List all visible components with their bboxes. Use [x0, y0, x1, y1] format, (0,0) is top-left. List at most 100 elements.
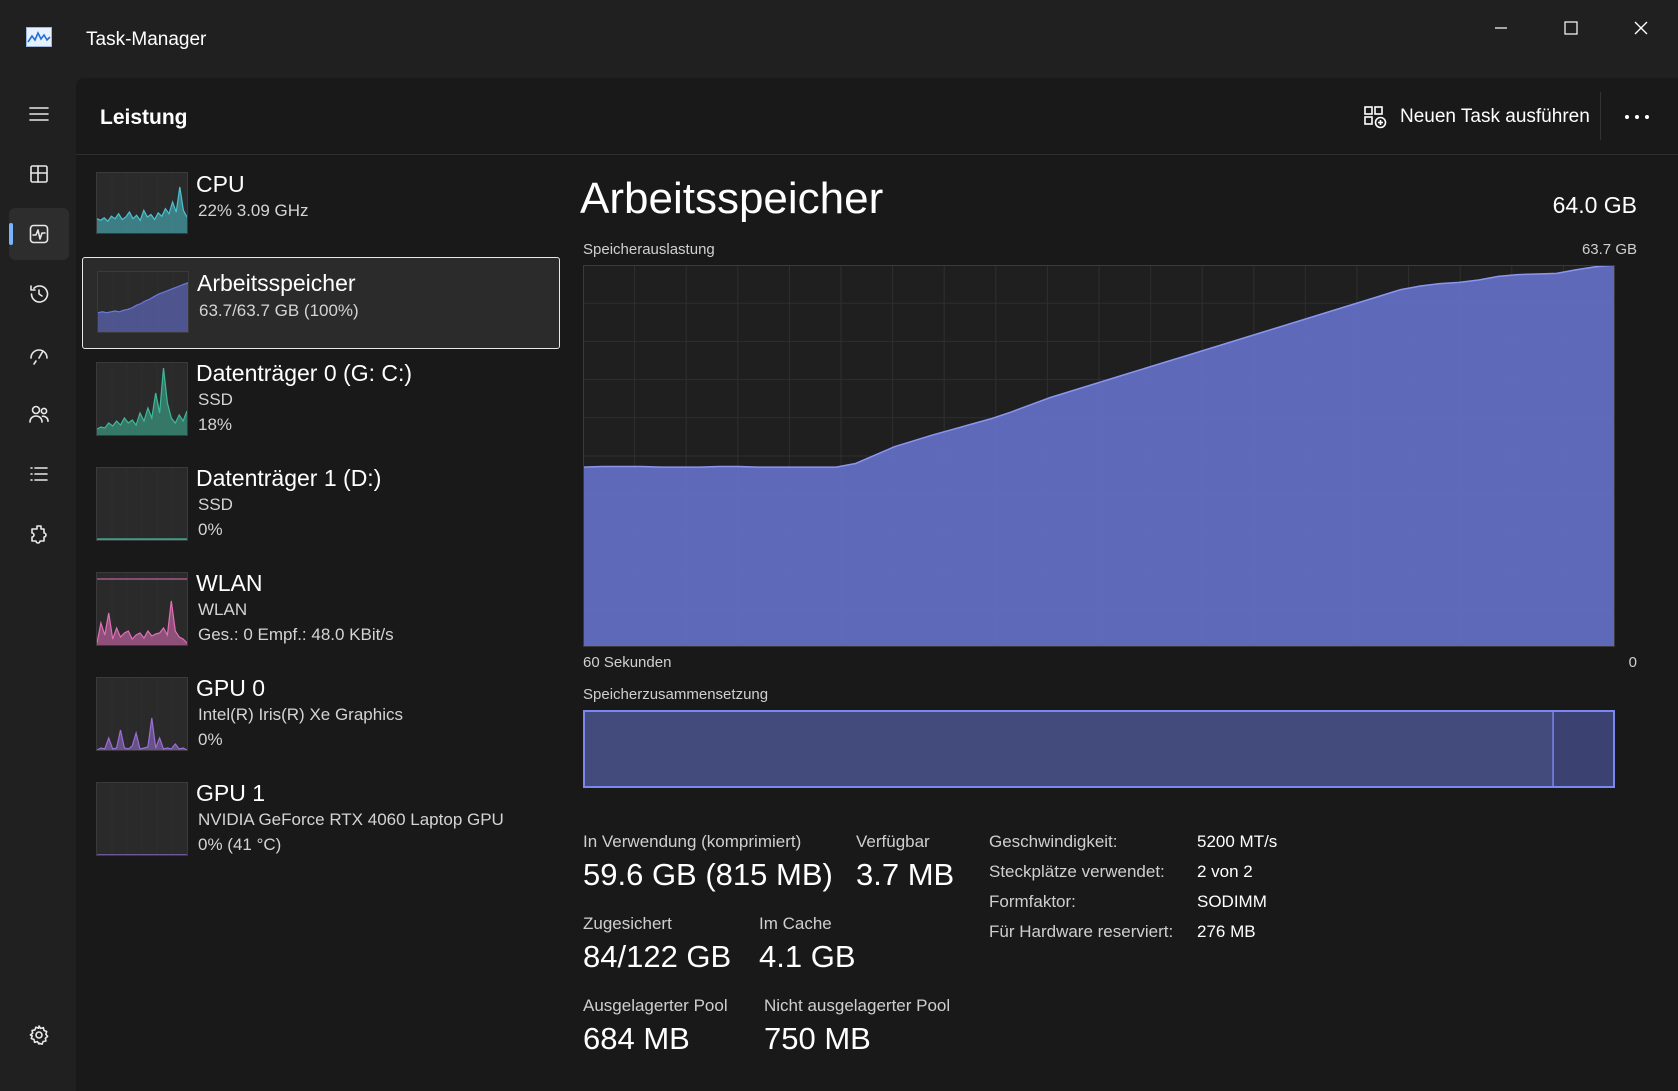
nav-performance[interactable] [9, 208, 69, 260]
gpu-0-thumbnail [96, 677, 188, 751]
nav-services[interactable] [9, 508, 69, 560]
device-name: GPU 1 [196, 780, 266, 806]
memory-total: 64.0 GB [1552, 192, 1637, 218]
settings-icon [29, 1025, 49, 1045]
slots-label: Steckplätze verwendet: [989, 862, 1165, 881]
form-factor-value: SODIMM [1197, 892, 1267, 911]
startup-apps-icon [30, 349, 48, 365]
nav-app-history[interactable] [9, 268, 69, 320]
device-type: WLAN [198, 600, 248, 619]
in-use-label: In Verwendung (komprimiert) [583, 832, 802, 851]
gpu-1-thumbnail [96, 782, 188, 856]
speed-label: Geschwindigkeit: [989, 832, 1118, 851]
composition-in-use-segment [584, 711, 1554, 787]
nonpaged-pool-value: 750 MB [764, 1021, 871, 1056]
processes-icon [30, 165, 48, 183]
nav-users[interactable] [9, 388, 69, 440]
thumb-line [98, 282, 188, 314]
services-icon [31, 525, 47, 544]
thumb-area [98, 282, 188, 332]
memory-thumbnail [97, 271, 189, 333]
available-label: Verfügbar [856, 832, 930, 851]
device-item-disk-1[interactable]: Datenträger 1 (D:) SSD 0% [82, 461, 558, 557]
available-value: 3.7 MB [856, 857, 955, 892]
in-use-value: 59.6 GB (815 MB) [583, 857, 833, 892]
details-icon [30, 467, 48, 481]
memory-usage-chart [583, 265, 1615, 647]
window-title: Task-Manager [86, 29, 207, 50]
maximize-button[interactable] [1546, 10, 1596, 46]
usage-chart-max: 63.7 GB [1581, 241, 1637, 258]
memory-usage-area [583, 265, 1615, 647]
title-bar: Task-Manager [0, 0, 1678, 78]
composition-border [583, 710, 1615, 788]
memory-composition-bar [583, 710, 1615, 788]
thumb-line [97, 367, 187, 430]
nav-details[interactable] [9, 448, 69, 500]
task-manager-app-icon [26, 27, 52, 47]
device-type: NVIDIA GeForce RTX 4060 Laptop GPU [198, 810, 504, 829]
thumb-area [97, 368, 187, 435]
nav-processes[interactable] [9, 148, 69, 200]
memory-usage-line [583, 265, 1615, 468]
more-options-button[interactable] [1614, 98, 1660, 136]
hardware-reserved-value: 276 MB [1197, 922, 1256, 941]
nonpaged-pool-label: Nicht ausgelagerter Pool [764, 996, 951, 1015]
device-item-wlan[interactable]: WLAN WLAN Ges.: 0 Empf.: 48.0 KBit/s [82, 566, 558, 662]
composition-label: Speicherzusammensetzung [583, 686, 769, 703]
device-item-memory[interactable]: Arbeitsspeicher 63.7/63.7 GB (100%) [82, 257, 560, 349]
device-item-gpu-1[interactable]: GPU 1 NVIDIA GeForce RTX 4060 Laptop GPU… [82, 776, 558, 872]
header-separator [1600, 92, 1601, 140]
thumb-area [97, 601, 187, 645]
page-title: Leistung [100, 106, 188, 129]
device-name: Datenträger 0 (G: C:) [196, 360, 413, 386]
committed-value: 84/122 GB [583, 939, 732, 974]
device-item-disk-0[interactable]: Datenträger 0 (G: C:) SSD 18% [82, 356, 558, 452]
maximize-icon [1564, 21, 1578, 35]
navigation-rail [0, 78, 76, 1091]
device-item-gpu-0[interactable]: GPU 0 Intel(R) Iris(R) Xe Graphics 0% [82, 671, 558, 767]
more-dots-icon [1625, 115, 1649, 119]
thumb-area [97, 187, 187, 233]
cached-value: 4.1 GB [759, 939, 856, 974]
device-item-cpu[interactable]: CPU 22% 3.09 GHz [82, 166, 558, 256]
device-name: Arbeitsspeicher [197, 270, 356, 296]
nav-startup-apps[interactable] [9, 328, 69, 380]
close-button[interactable] [1616, 10, 1666, 46]
device-type: Intel(R) Iris(R) Xe Graphics [198, 705, 403, 724]
disk-0-thumbnail [96, 362, 188, 436]
device-detail: 0% [198, 520, 223, 539]
device-name: GPU 0 [196, 675, 266, 701]
device-detail: 18% [198, 415, 233, 434]
slots-value: 2 von 2 [1197, 862, 1253, 881]
device-type: SSD [198, 390, 233, 409]
usage-chart-label: Speicherauslastung [583, 241, 715, 258]
device-detail: 63.7/63.7 GB (100%) [199, 301, 359, 320]
run-task-icon [1364, 106, 1387, 129]
main-content: Leistung Neuen Task ausführen CPU 22% 3.… [76, 78, 1678, 1091]
run-new-task-button[interactable]: Neuen Task ausführen [1362, 98, 1590, 136]
minimize-button[interactable] [1476, 10, 1526, 46]
device-detail: 22% 3.09 GHz [198, 201, 309, 220]
memory-detail-panel: Arbeitsspeicher 64.0 GB Speicherauslastu… [566, 154, 1678, 1091]
device-name: Datenträger 1 (D:) [196, 465, 382, 491]
thumb-line [97, 186, 187, 223]
minimize-icon [1495, 27, 1507, 29]
users-icon [29, 405, 49, 423]
nav-menu-button[interactable] [9, 88, 69, 140]
device-name: CPU [196, 171, 245, 197]
run-task-label: Neuen Task ausführen [1400, 106, 1590, 127]
performance-icon [29, 224, 49, 244]
disk-1-thumbnail [96, 467, 188, 541]
cached-label: Im Cache [759, 914, 832, 933]
thumb-line [97, 600, 187, 644]
thumb-area [97, 718, 187, 750]
chart-border [583, 265, 1615, 647]
thumb-line [97, 717, 187, 750]
nav-settings[interactable] [9, 1009, 69, 1061]
chart-time-right: 0 [1628, 654, 1637, 671]
paged-pool-label: Ausgelagerter Pool [583, 996, 728, 1015]
device-detail: 0% [198, 730, 223, 749]
hamburger-icon [29, 107, 49, 121]
wlan-thumbnail [96, 572, 188, 646]
